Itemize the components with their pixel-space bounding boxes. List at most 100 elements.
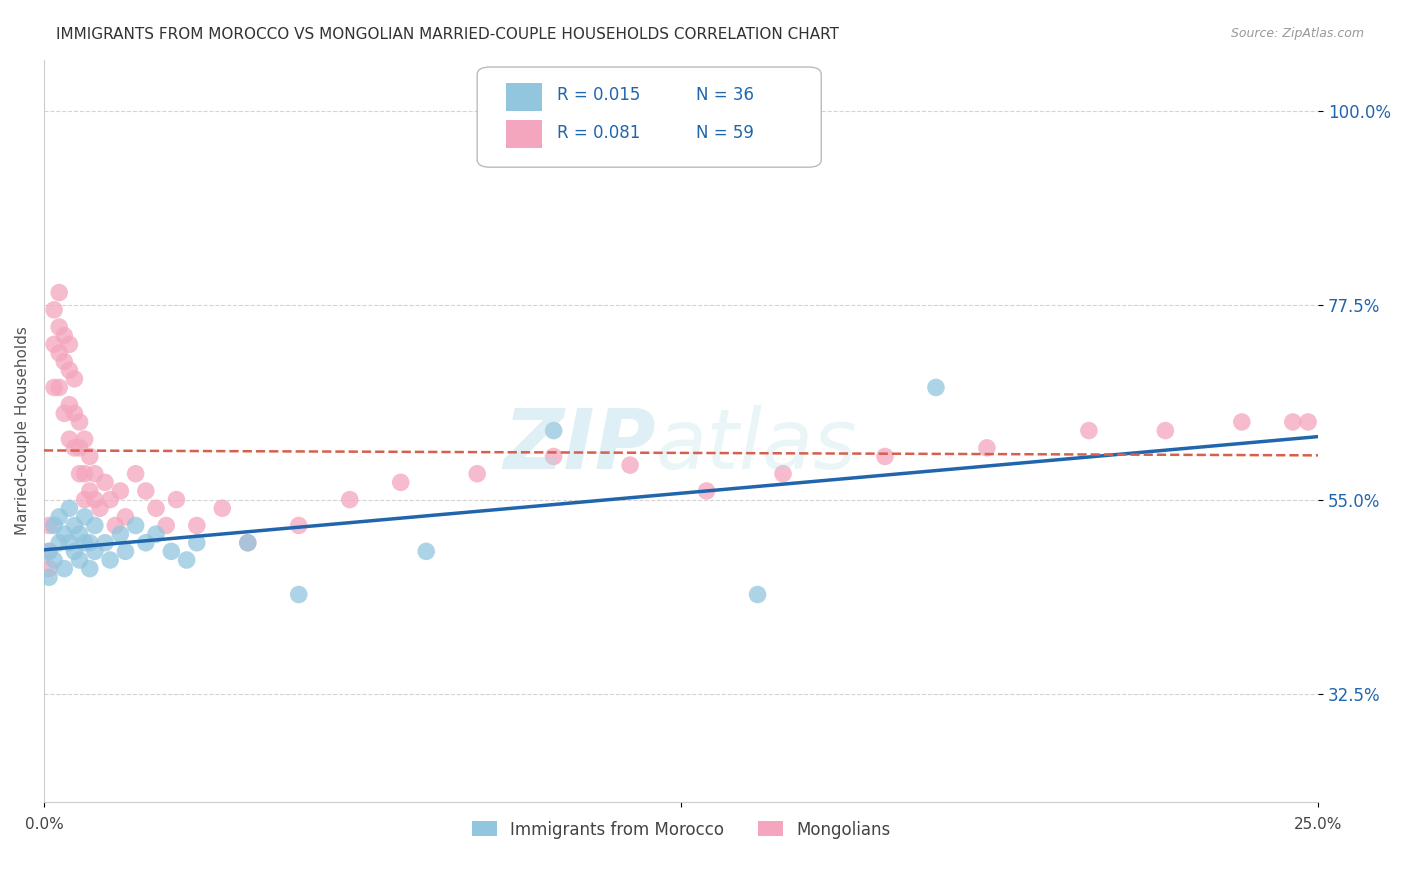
Point <box>114 544 136 558</box>
Point <box>58 337 80 351</box>
Point <box>287 518 309 533</box>
Text: N = 59: N = 59 <box>696 124 754 142</box>
Point <box>94 475 117 490</box>
Point <box>110 483 132 498</box>
Point <box>104 518 127 533</box>
FancyBboxPatch shape <box>506 120 543 148</box>
Point <box>73 432 96 446</box>
Text: 0.0%: 0.0% <box>24 817 63 832</box>
Point <box>48 320 70 334</box>
Point <box>124 467 146 481</box>
Text: atlas: atlas <box>655 405 858 486</box>
Point <box>38 544 60 558</box>
Point <box>83 544 105 558</box>
Point <box>69 441 91 455</box>
Point <box>42 302 65 317</box>
Text: IMMIGRANTS FROM MOROCCO VS MONGOLIAN MARRIED-COUPLE HOUSEHOLDS CORRELATION CHART: IMMIGRANTS FROM MOROCCO VS MONGOLIAN MAR… <box>56 27 839 42</box>
Point <box>83 518 105 533</box>
Point <box>53 561 76 575</box>
Point <box>53 328 76 343</box>
Point <box>42 380 65 394</box>
Text: N = 36: N = 36 <box>696 87 755 104</box>
FancyBboxPatch shape <box>477 67 821 167</box>
Point <box>114 509 136 524</box>
Point <box>58 535 80 549</box>
Point <box>98 492 121 507</box>
Point <box>98 553 121 567</box>
Point <box>73 509 96 524</box>
Point <box>42 518 65 533</box>
Point <box>53 354 76 368</box>
Text: ZIP: ZIP <box>503 405 655 486</box>
Point <box>63 441 86 455</box>
Point <box>160 544 183 558</box>
Point <box>415 544 437 558</box>
Point <box>124 518 146 533</box>
Point <box>48 535 70 549</box>
Point <box>89 501 111 516</box>
Point <box>83 492 105 507</box>
Legend: Immigrants from Morocco, Mongolians: Immigrants from Morocco, Mongolians <box>465 814 897 846</box>
Point <box>145 527 167 541</box>
Point <box>53 527 76 541</box>
Point <box>165 492 187 507</box>
Point <box>38 570 60 584</box>
Point <box>83 467 105 481</box>
Point <box>58 363 80 377</box>
Point <box>58 501 80 516</box>
Point <box>772 467 794 481</box>
Point <box>69 415 91 429</box>
Point <box>38 544 60 558</box>
Point <box>211 501 233 516</box>
Point <box>186 518 208 533</box>
Point <box>69 467 91 481</box>
Point <box>696 483 718 498</box>
Point <box>135 483 157 498</box>
Point <box>48 509 70 524</box>
Point <box>63 544 86 558</box>
Point <box>287 587 309 601</box>
Point <box>79 535 101 549</box>
Point <box>63 518 86 533</box>
Text: R = 0.081: R = 0.081 <box>557 124 641 142</box>
Point <box>73 467 96 481</box>
Point <box>1281 415 1303 429</box>
Point <box>79 450 101 464</box>
Text: Source: ZipAtlas.com: Source: ZipAtlas.com <box>1230 27 1364 40</box>
Point <box>543 424 565 438</box>
Point <box>747 587 769 601</box>
Point <box>155 518 177 533</box>
Text: 25.0%: 25.0% <box>1294 817 1343 832</box>
Point <box>1154 424 1177 438</box>
Point <box>339 492 361 507</box>
Point <box>389 475 412 490</box>
Y-axis label: Married-couple Households: Married-couple Households <box>15 326 30 535</box>
Point <box>48 380 70 394</box>
Point <box>58 398 80 412</box>
Point <box>79 483 101 498</box>
Point <box>186 535 208 549</box>
Point <box>1296 415 1319 429</box>
Point <box>176 553 198 567</box>
Point <box>38 518 60 533</box>
Point <box>73 492 96 507</box>
FancyBboxPatch shape <box>506 83 543 111</box>
Point <box>79 561 101 575</box>
Point <box>63 372 86 386</box>
Point <box>543 450 565 464</box>
Point <box>1230 415 1253 429</box>
Point <box>58 432 80 446</box>
Point <box>465 467 488 481</box>
Point <box>73 535 96 549</box>
Point <box>236 535 259 549</box>
Point <box>48 285 70 300</box>
Point <box>236 535 259 549</box>
Point <box>925 380 948 394</box>
Point <box>42 337 65 351</box>
Point <box>135 535 157 549</box>
Point <box>976 441 998 455</box>
Point <box>69 527 91 541</box>
Point <box>42 553 65 567</box>
Point <box>69 553 91 567</box>
Point <box>63 406 86 420</box>
